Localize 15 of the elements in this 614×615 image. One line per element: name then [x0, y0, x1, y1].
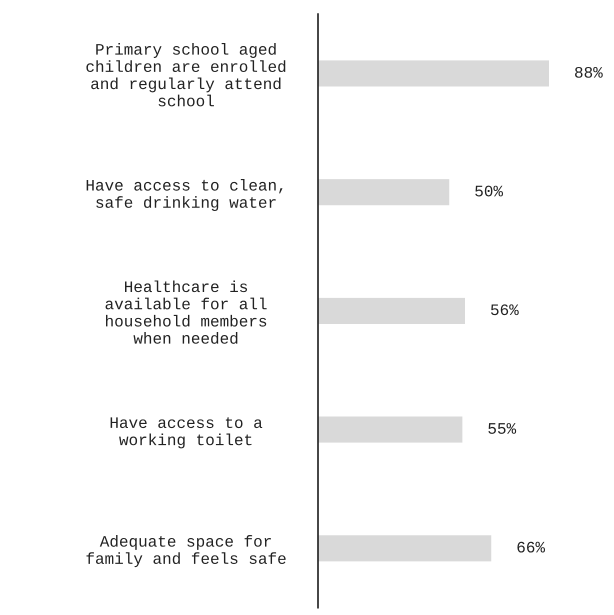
- y-tick-label: Have access to clean, safe drinking water: [86, 178, 283, 212]
- data-label: 50%: [475, 186, 504, 196]
- bar: [318, 535, 492, 562]
- bar: [318, 416, 462, 443]
- y-tick-label: Adequate space for family and feels safe: [86, 535, 286, 568]
- bar: [318, 298, 465, 324]
- y-tick-label: Healthcare is available for all household members when needed: [106, 280, 267, 344]
- bar: [318, 60, 549, 87]
- bar: [318, 179, 450, 206]
- y-tick-label: Have access to a working toilet: [110, 417, 262, 448]
- data-label: 88%: [575, 66, 603, 78]
- data-label: 66%: [517, 542, 546, 553]
- data-label: 55%: [488, 423, 516, 434]
- y-tick-label: Primary school aged children are enrolled and regularly attend school: [86, 43, 286, 106]
- data-label: 56%: [491, 304, 519, 316]
